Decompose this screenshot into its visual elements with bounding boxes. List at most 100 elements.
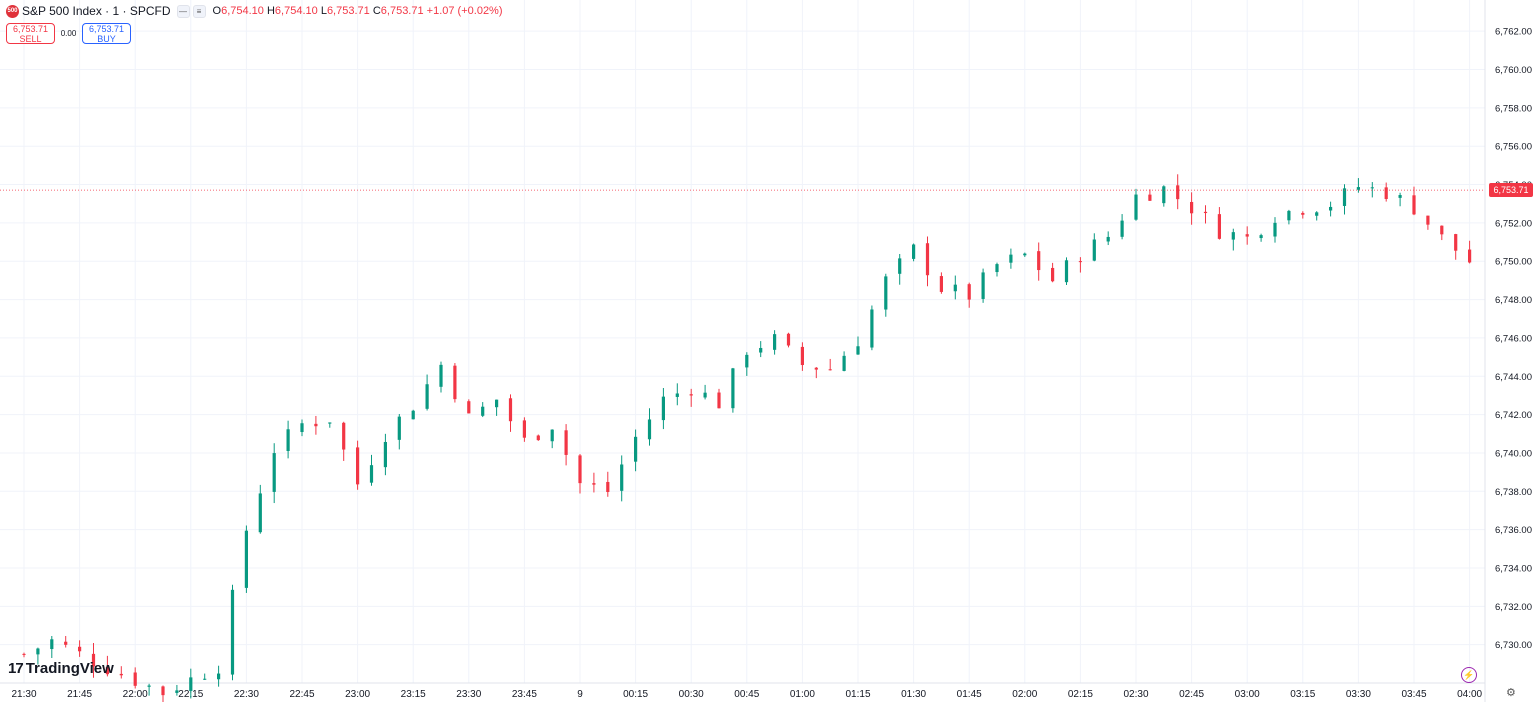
x-tick-label: 23:45 [512,689,537,700]
candle [606,471,610,497]
candle [1009,248,1013,269]
candle [244,525,248,593]
candle-body [495,399,499,408]
candle-body [1009,254,1013,263]
candle [50,636,54,659]
candle [647,408,652,446]
candle-body [731,368,735,409]
candle [36,647,40,665]
candle-body [230,589,235,675]
candle [397,413,401,450]
x-tick-label: 00:30 [679,689,704,700]
x-tick-label: 02:30 [1123,689,1148,700]
candle [425,374,429,411]
candle-body [356,447,360,485]
x-tick-label: 00:15 [623,689,648,700]
candle-body [981,272,985,299]
candle [981,268,985,303]
candle-body [147,685,151,687]
x-tick-label: 00:45 [734,689,759,700]
open-value: 6,754.10 [221,5,264,17]
candle [1106,231,1110,246]
x-tick-label: 01:15 [845,689,870,700]
candle-body [105,666,109,675]
candle [1329,201,1333,217]
y-tick-label: 6,742.00 [1495,410,1532,421]
candle [939,272,943,294]
gear-icon[interactable]: ⚙ [1506,687,1516,699]
candle [495,399,499,416]
candle [1342,184,1347,215]
open-label: O [212,5,222,17]
candle [342,421,346,461]
symbol-logo-icon[interactable]: 500 [6,4,19,18]
candle-body [78,646,82,652]
candle-body [703,392,707,398]
x-tick-label: 01:45 [957,689,982,700]
candle-body [828,369,832,371]
candle [91,643,96,678]
candle-body [522,420,526,438]
hide-icon[interactable]: — [176,4,190,18]
candle-body [1287,210,1291,221]
candle [203,673,207,681]
symbol-title[interactable]: S&P 500 Index · 1 · SPCFD [22,4,171,18]
candle [1315,211,1319,221]
candle [898,253,902,285]
candle-body [842,355,846,371]
candle [1162,185,1166,207]
sell-button[interactable]: 6,753.71 SELL [6,23,55,44]
x-tick-label: 03:45 [1401,689,1426,700]
candle [1190,192,1194,225]
y-tick-label: 6,756.00 [1495,142,1532,153]
candle [828,358,832,371]
candle [703,384,707,400]
candle [314,415,318,435]
candle-body [314,423,318,427]
candle [328,422,332,428]
candle-body [1301,212,1305,215]
candle [272,443,276,504]
symbol-legend: 500 S&P 500 Index · 1 · SPCFD — ≡ O6,754… [6,4,503,18]
x-tick-label: 21:45 [67,689,92,700]
ohlc-values: O6,754.10 H6,754.10 L6,753.71 C6,753.71 … [213,5,503,17]
y-tick-label: 6,760.00 [1495,65,1532,76]
sell-price: 6,753.71 [12,23,49,34]
candle-body [745,354,749,368]
y-tick-label: 6,748.00 [1495,295,1532,306]
candle [189,668,193,699]
candle-body [397,416,401,440]
tradingview-logo[interactable]: 17 TradingView [8,660,114,677]
candle [356,440,360,490]
x-tick-label: 23:15 [401,689,426,700]
x-tick-label: 22:00 [123,689,148,700]
candle [1231,228,1235,251]
price-axis: 6,730.00 6,732.00 6,734.00 6,736.00 6,738.00… [1484,0,1532,702]
low-value: 6,753.71 [326,5,370,17]
candle [1412,186,1416,216]
candle-body [1078,261,1082,263]
candle-body [620,464,624,491]
candle-body [1454,234,1458,251]
x-tick-label: 23:30 [456,689,481,700]
buy-button[interactable]: 6,753.71 BUY [82,23,131,44]
candle-body [286,429,290,451]
candle-body [300,423,304,433]
x-tick-label: 03:30 [1346,689,1371,700]
lightning-icon[interactable]: ⚡ [1461,667,1477,683]
candle-body [1342,188,1347,206]
candle [522,417,526,442]
candle-body [36,648,40,655]
candle [105,655,109,677]
candle [675,383,679,406]
buy-price: 6,753.71 [88,23,125,34]
menu-icon[interactable]: ≡ [192,4,206,18]
candle [1092,233,1096,262]
change-value: +1.07 (+0.02%) [426,5,503,17]
high-label: H [266,5,275,17]
candle-body [22,653,26,655]
x-tick-label: 03:00 [1235,689,1260,700]
candle-body [161,686,165,696]
candle [467,399,471,414]
